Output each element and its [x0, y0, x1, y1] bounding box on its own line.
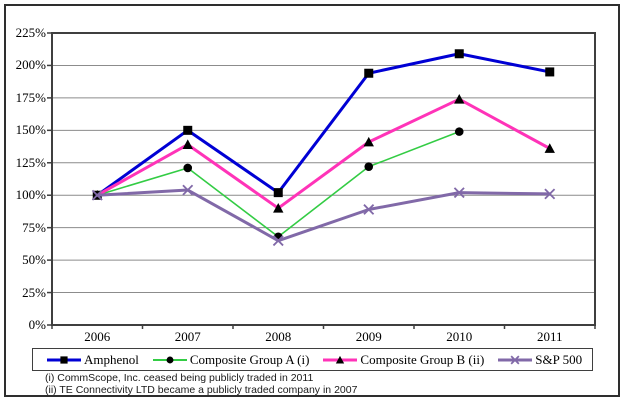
series-composite-group-a-i: [92, 127, 464, 242]
legend-marker-icon: [47, 355, 81, 364]
legend-box: Amphenol Composite Group A (i) Composite G…: [32, 348, 593, 371]
legend-marker-icon: [152, 356, 187, 363]
y-axis-tick-label: 0%: [28, 317, 46, 332]
x-axis-tick-label: 2010: [446, 329, 473, 344]
y-axis-tick-label: 125%: [15, 154, 46, 170]
axis-ticks: [47, 32, 596, 329]
legend-label: Amphenol: [84, 351, 139, 367]
y-axis-tick-label: 100%: [15, 187, 46, 203]
x-axis-tick-label: 2009: [355, 329, 382, 344]
y-axis-tick-label: 150%: [15, 122, 46, 138]
legend-entry-composite-group-b-ii: Composite Group B (ii): [322, 352, 484, 368]
legend-marker-icon: [323, 355, 358, 364]
y-axis-tick-label: 175%: [15, 89, 46, 105]
x-axis-tick-label: 2011: [536, 329, 563, 344]
footnote-1: (i) CommScope, Inc. ceased being publicl…: [45, 372, 314, 384]
legend-marker-icon: [498, 355, 533, 364]
series-composite-group-b-ii: [92, 93, 555, 213]
footnote-2: (ii) TE Connectivity LTD became a public…: [45, 384, 358, 396]
legend-entry-s-p-500: S&P 500: [497, 352, 582, 368]
legend-entry-amphenol: Amphenol: [46, 352, 139, 368]
series-amphenol: [92, 49, 555, 200]
legend-label: S&P 500: [535, 351, 583, 367]
y-axis-tick-label: 225%: [15, 25, 46, 40]
footnotes: (i) CommScope, Inc. ceased being publicl…: [45, 372, 357, 396]
y-axis-tick-label: 50%: [22, 252, 46, 268]
x-axis-tick-label: 2008: [265, 329, 292, 344]
legend-entry-composite-group-a-i: Composite Group A (i): [152, 351, 310, 368]
x-axis-tick-label: 2006: [84, 329, 111, 344]
series-s-p-500: [91, 184, 556, 247]
legend-label: Composite Group B (ii): [360, 351, 485, 367]
y-axis-tick-label: 200%: [15, 57, 46, 73]
legend-label: Composite Group A (i): [189, 351, 310, 367]
y-axis-tick-label: 75%: [22, 219, 46, 235]
x-axis-tick-label: 2007: [174, 329, 201, 344]
y-axis-tick-label: 25%: [22, 284, 46, 300]
gridlines: [52, 32, 595, 294]
